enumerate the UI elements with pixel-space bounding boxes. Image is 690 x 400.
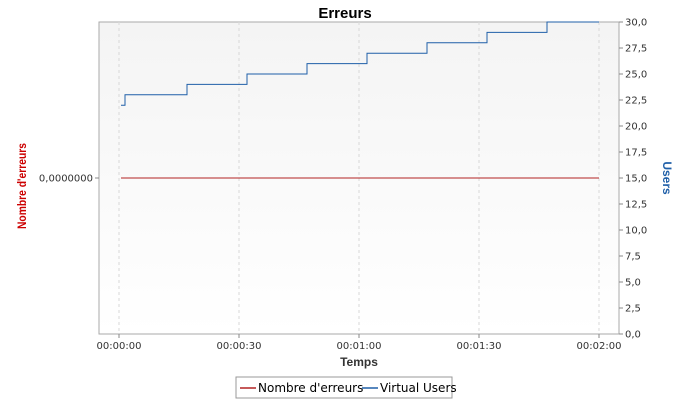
right-tick-label: 17,5 <box>625 148 647 159</box>
right-tick-label: 15,0 <box>625 174 647 185</box>
right-tick-label: 12,5 <box>625 200 647 211</box>
legend-box <box>235 376 453 399</box>
right-tick-label: 2,5 <box>625 304 641 315</box>
series-lines <box>121 21 599 179</box>
right-tick-label: 0,0 <box>625 330 641 341</box>
right-tick-label: 25,0 <box>625 70 647 81</box>
x-tick-label: 00:00:00 <box>97 341 142 352</box>
x-tick-labels: 00:00:00 00:00:30 00:01:00 00:01:30 00:02:00 <box>97 334 622 352</box>
right-axis-title: Users <box>660 161 674 195</box>
legend: Nombre d'erreurs Virtual Users <box>235 376 457 399</box>
right-tick-label: 27,5 <box>625 44 647 55</box>
right-tick-label: 10,0 <box>625 226 647 237</box>
right-tick-label: 20,0 <box>625 122 647 133</box>
x-tick-label: 00:01:30 <box>457 341 502 352</box>
right-tick-labels: 0,0 2,5 5,0 7,5 10,0 12,5 15,0 17,5 20,0 22,5 25,0… <box>619 18 647 341</box>
legend-label-users: Virtual Users <box>380 381 457 395</box>
left-axis-title: Nombre d'erreurs <box>15 143 29 229</box>
right-tick-label: 30,0 <box>625 18 647 29</box>
x-tick-label: 00:02:00 <box>577 341 622 352</box>
x-axis-title: Temps <box>340 355 378 369</box>
left-tick-labels: 0,0000000 <box>39 174 99 185</box>
right-tick-label: 5,0 <box>625 278 641 289</box>
series-line-users <box>121 21 599 106</box>
right-tick-label: 7,5 <box>625 252 641 263</box>
legend-label-errors: Nombre d'erreurs <box>258 381 363 395</box>
x-tick-label: 00:01:00 <box>337 341 382 352</box>
chart-title: Erreurs <box>318 5 371 22</box>
x-tick-label: 00:00:30 <box>217 341 262 352</box>
right-tick-label: 22,5 <box>625 96 647 107</box>
left-tick-label: 0,0000000 <box>39 174 93 185</box>
